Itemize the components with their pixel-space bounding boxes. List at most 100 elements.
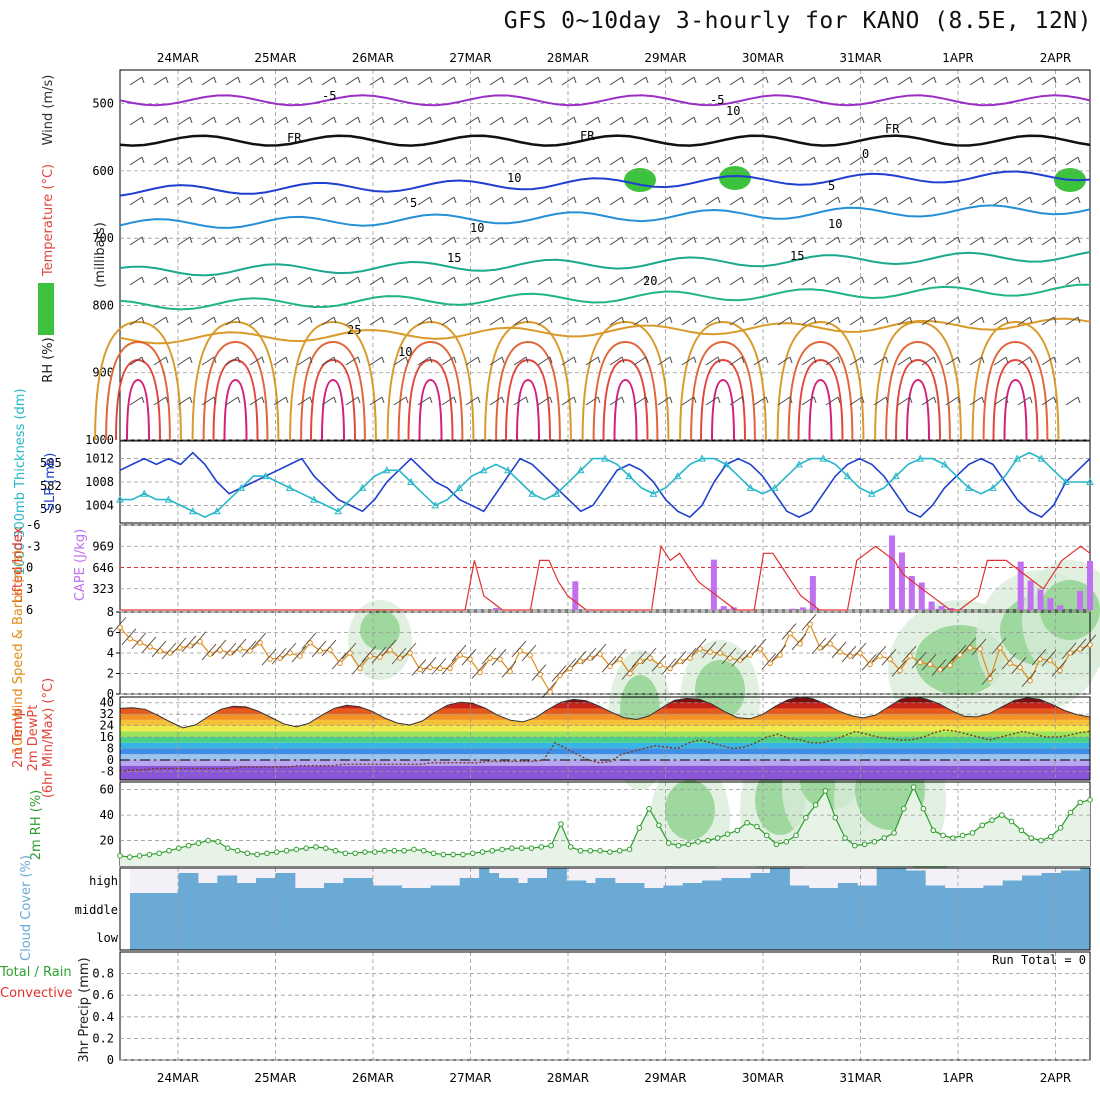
wind-barb bbox=[633, 156, 647, 166]
wind-barb bbox=[621, 76, 625, 84]
cloud-high-bar bbox=[963, 888, 975, 893]
wind-barb bbox=[693, 236, 697, 244]
cloud-high-bar bbox=[1060, 870, 1072, 893]
wind-barb bbox=[189, 196, 193, 204]
cape-bar bbox=[898, 552, 905, 610]
cape-bar bbox=[790, 608, 797, 610]
wind-barb bbox=[621, 316, 625, 324]
wind-barb bbox=[1041, 396, 1055, 406]
wind-barb bbox=[705, 76, 719, 86]
wind-barb bbox=[729, 316, 743, 326]
wind-barb bbox=[609, 396, 623, 406]
wind10m-barb bbox=[541, 681, 557, 699]
wind-barb bbox=[717, 116, 721, 124]
wind-barb bbox=[405, 276, 409, 284]
wind10m-barb bbox=[611, 648, 627, 666]
wind-barb bbox=[489, 76, 503, 86]
wind-barb bbox=[573, 196, 577, 204]
wind-barb bbox=[921, 396, 935, 406]
wind-barb bbox=[369, 396, 383, 406]
cloud-high-bar bbox=[750, 873, 761, 893]
precip-tick-label: 0.2 bbox=[92, 1031, 114, 1045]
wind10m-tick-label: 0 bbox=[107, 687, 114, 701]
wind-barb bbox=[993, 316, 1007, 326]
wind-barb bbox=[729, 196, 743, 206]
wind-barb bbox=[381, 276, 385, 284]
rh2m-point bbox=[558, 821, 564, 827]
precip-axis-label: 3hr Precip (mm) bbox=[77, 957, 92, 1062]
wind-barb bbox=[561, 396, 575, 406]
wind-barb bbox=[393, 76, 407, 86]
wind-barb bbox=[477, 316, 481, 324]
wind10m-barb bbox=[661, 658, 677, 675]
wind-barb bbox=[969, 356, 983, 366]
wind-barb bbox=[585, 196, 599, 206]
cloud-high-bar bbox=[479, 868, 490, 893]
cloud-high-bar bbox=[188, 873, 199, 893]
wind-barb bbox=[1053, 116, 1057, 124]
wind-barb bbox=[669, 396, 673, 404]
thickness-point bbox=[601, 454, 609, 462]
wind-barb bbox=[1053, 316, 1057, 324]
rh2m-axis-label: 2m RH (%) bbox=[29, 790, 44, 861]
cloud-high-bar bbox=[1051, 873, 1062, 893]
rh2m-point bbox=[940, 832, 946, 839]
cloud-high-bar bbox=[905, 870, 916, 893]
wind-barb bbox=[177, 156, 191, 166]
rh2m-point bbox=[724, 831, 731, 837]
wind-barb bbox=[165, 236, 169, 244]
isotherm-label: 5 bbox=[410, 196, 417, 210]
wind10m-barb bbox=[361, 645, 377, 663]
rh-shading bbox=[360, 610, 400, 650]
wind-barb bbox=[537, 76, 551, 86]
temp-band bbox=[120, 719, 1090, 726]
wind-barb bbox=[549, 236, 553, 244]
wind-barb bbox=[933, 316, 937, 324]
cloud-high-bar bbox=[430, 885, 441, 893]
rh2m-point bbox=[126, 854, 133, 860]
wind-barb bbox=[561, 236, 575, 246]
wind-barb bbox=[909, 196, 913, 204]
wind-barb bbox=[897, 356, 911, 366]
wind10m-barb bbox=[1051, 660, 1067, 677]
wind10m-barb bbox=[381, 639, 397, 657]
wind-barb bbox=[369, 316, 383, 326]
wind10m-barb bbox=[111, 617, 127, 634]
date-label-bottom: 31MAR bbox=[839, 1071, 881, 1085]
wind10m-barb bbox=[1081, 634, 1097, 652]
warm-dome-contour bbox=[1003, 378, 1028, 441]
rh2m-point bbox=[479, 849, 486, 855]
wind-barb bbox=[657, 316, 671, 326]
rh-shading bbox=[665, 780, 715, 840]
wind-barb bbox=[261, 116, 265, 124]
warm-dome-contour bbox=[212, 358, 259, 441]
cloud-axis-label: Cloud Cover (%) bbox=[19, 855, 34, 961]
cloud-high-bar bbox=[362, 878, 373, 893]
wind-barb bbox=[225, 156, 239, 166]
wind-barb bbox=[897, 316, 911, 326]
wind-barb bbox=[657, 116, 671, 126]
wind10m-barb bbox=[281, 642, 297, 660]
cloud-frame bbox=[119, 867, 1091, 951]
wind-barb bbox=[597, 156, 601, 164]
wind-barb bbox=[693, 156, 697, 164]
wind-barb bbox=[465, 116, 479, 126]
wind-barb bbox=[957, 356, 961, 364]
cloud-high-bar bbox=[721, 878, 732, 893]
wind-barb bbox=[357, 196, 361, 204]
wind10m-barb bbox=[691, 638, 707, 656]
thickness-point bbox=[334, 507, 343, 515]
wind-barb bbox=[681, 396, 695, 406]
wind-barb bbox=[261, 276, 265, 284]
wind-barb bbox=[909, 316, 913, 324]
wind-barb bbox=[849, 316, 863, 326]
wind-barb bbox=[141, 76, 145, 84]
precip-convective-label: Convective bbox=[0, 986, 73, 1001]
wind-barb bbox=[153, 156, 167, 166]
wind10m-barb bbox=[231, 638, 247, 656]
wind-barb bbox=[1077, 396, 1081, 404]
wind-barb bbox=[861, 156, 865, 164]
cape-tick-label: 323 bbox=[92, 582, 114, 596]
wind-barb bbox=[249, 76, 263, 86]
wind-barb bbox=[897, 196, 911, 206]
